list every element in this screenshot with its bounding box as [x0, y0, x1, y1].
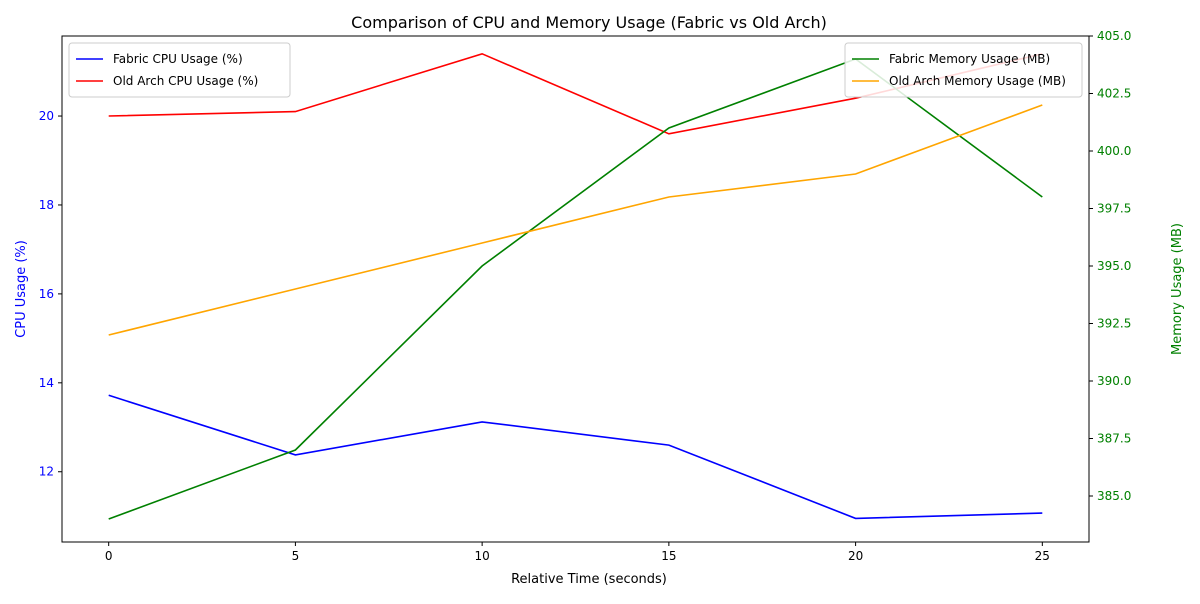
x-tick-label: 0 [105, 549, 113, 563]
x-tick-label: 10 [474, 549, 489, 563]
series-line-right-0 [108, 58, 1043, 520]
y-right-tick-label: 400.0 [1097, 144, 1131, 158]
y-left-tick-label: 20 [39, 109, 54, 123]
legend-layer: Fabric CPU Usage (%) Old Arch CPU Usage (… [68, 42, 1083, 98]
y-right-tick-label: 392.5 [1097, 317, 1131, 331]
legend-right: Fabric Memory Usage (MB) Old Arch Memory … [844, 42, 1083, 98]
y-left-tick-label: 12 [39, 465, 54, 479]
y-left-tick-label: 14 [39, 376, 54, 390]
legend-left-label: Old Arch CPU Usage (%) [113, 74, 258, 88]
y-right-tick-label: 390.0 [1097, 374, 1131, 388]
legend-left: Fabric CPU Usage (%) Old Arch CPU Usage (… [68, 42, 291, 98]
series-line-left-0 [108, 394, 1043, 520]
legend-left-box [68, 42, 291, 98]
x-tick-label: 15 [661, 549, 676, 563]
legend-right-label: Old Arch Memory Usage (MB) [889, 74, 1066, 88]
x-tick-label: 20 [848, 549, 863, 563]
y-left-tick-label: 18 [39, 198, 54, 212]
x-tick-label: 5 [292, 549, 300, 563]
legend-left-label: Fabric CPU Usage (%) [113, 52, 243, 66]
series-line-right-1 [108, 104, 1043, 336]
y-left-tick-label: 16 [39, 287, 54, 301]
x-axis-label: Relative Time (seconds) [511, 572, 667, 587]
y-right-tick-label: 397.5 [1097, 202, 1131, 216]
x-tick-label: 25 [1035, 549, 1050, 563]
legend-right-box [844, 42, 1083, 98]
series-layer [108, 52, 1043, 520]
y-right-tick-label: 385.0 [1097, 489, 1131, 503]
y-right-tick-label: 387.5 [1097, 432, 1131, 446]
y-right-tick-label: 405.0 [1097, 29, 1131, 43]
plot-frame [61, 35, 1090, 543]
legend-right-label: Fabric Memory Usage (MB) [889, 52, 1050, 66]
y-axis-left-label: CPU Usage (%) [14, 240, 29, 338]
y-right-tick-label: 402.5 [1097, 87, 1131, 101]
axes-layer: 0 5 10 15 20 25 12 14 16 18 20 385.0 387.5 390.0 392.5… [39, 29, 1132, 563]
y-axis-right-label: Memory Usage (MB) [1170, 223, 1185, 355]
y-right-tick-label: 395.0 [1097, 259, 1131, 273]
chart-title: Comparison of CPU and Memory Usage (Fabr… [351, 13, 827, 32]
